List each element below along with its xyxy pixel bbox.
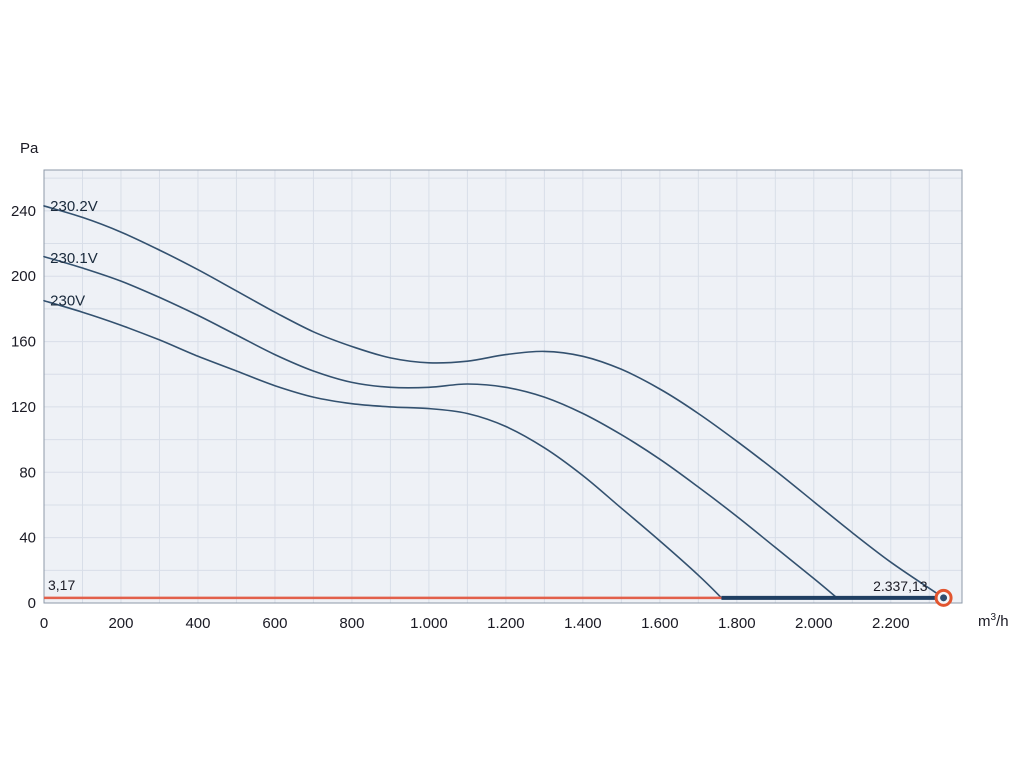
curve-label-230-2V: 230.2V — [50, 198, 98, 215]
y-tick-label: 80 — [19, 464, 36, 481]
x-tick-label: 0 — [40, 615, 48, 632]
y-tick-label: 0 — [28, 595, 36, 612]
pressure-value-label: 3,17 — [48, 577, 75, 593]
x-tick-label: 2.000 — [795, 615, 833, 632]
x-tick-label: 2.200 — [872, 615, 910, 632]
x-tick-label: 400 — [185, 615, 210, 632]
x-tick-label: 800 — [339, 615, 364, 632]
x-tick-label: 1.800 — [718, 615, 756, 632]
flow-value-label: 2.337,13 — [873, 578, 928, 594]
x-tick-label: 600 — [262, 615, 287, 632]
fan-curve-230V — [43, 299, 723, 599]
curve-label-230V: 230V — [50, 293, 85, 310]
fan-curve-230-2V — [43, 205, 945, 599]
x-tick-label: 1.600 — [641, 615, 679, 632]
curve-label-230-1V: 230.1V — [50, 250, 98, 267]
y-tick-label: 40 — [19, 530, 36, 547]
x-tick-label: 1.000 — [410, 615, 448, 632]
x-tick-label: 1.200 — [487, 615, 525, 632]
x-tick-label: 1.400 — [564, 615, 602, 632]
operating-point-core[interactable] — [940, 594, 948, 602]
plot-border — [43, 169, 963, 604]
fan-curve-230-1V — [43, 255, 838, 599]
x-tick-label: 200 — [108, 615, 133, 632]
y-tick-label: 160 — [11, 334, 36, 351]
x-axis-unit-label: m3/h — [978, 612, 1009, 630]
y-tick-label: 120 — [11, 399, 36, 416]
y-tick-label: 200 — [11, 268, 36, 285]
y-tick-label: 240 — [11, 203, 36, 220]
y-axis-unit-label: Pa — [20, 140, 39, 157]
